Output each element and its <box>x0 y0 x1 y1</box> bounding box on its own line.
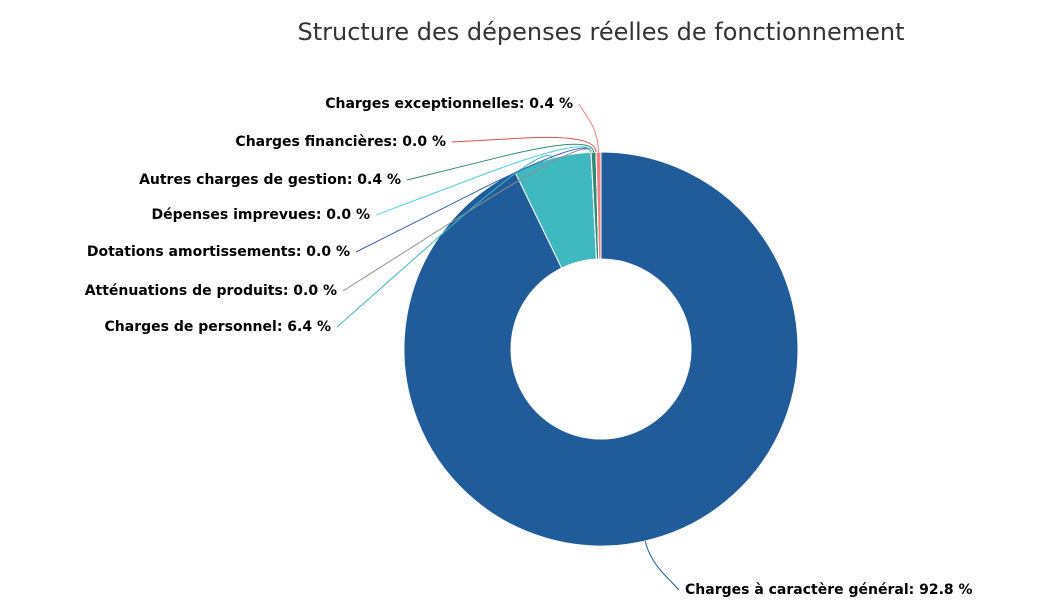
slice: Charges à caractère général <box>403 151 799 547</box>
connector <box>375 146 592 216</box>
connector <box>644 540 680 591</box>
chart-title: Structure des dépenses réelles de foncti… <box>297 18 904 46</box>
data-label: Autres charges de gestion: 0.4 % <box>139 172 401 188</box>
data-label: Charges exceptionnelles: 0.4 % <box>325 96 573 112</box>
data-label: Charges de personnel: 6.4 % <box>105 319 331 335</box>
connector <box>355 147 592 253</box>
connector <box>578 103 600 153</box>
data-label: Dotations amortissements: 0.0 % <box>87 244 350 260</box>
data-label: Dépenses imprevues: 0.0 % <box>151 207 370 223</box>
slice: Charges exceptionnelles <box>595 151 602 260</box>
connector <box>451 136 597 153</box>
data-label: Atténuations de produits: 0.0 % <box>85 283 337 299</box>
connector <box>406 143 595 181</box>
connector <box>336 154 553 328</box>
connector <box>342 148 592 292</box>
data-label: Charges à caractère général: 92.8 % <box>685 582 973 598</box>
data-label: Charges financières: 0.0 % <box>235 134 446 150</box>
